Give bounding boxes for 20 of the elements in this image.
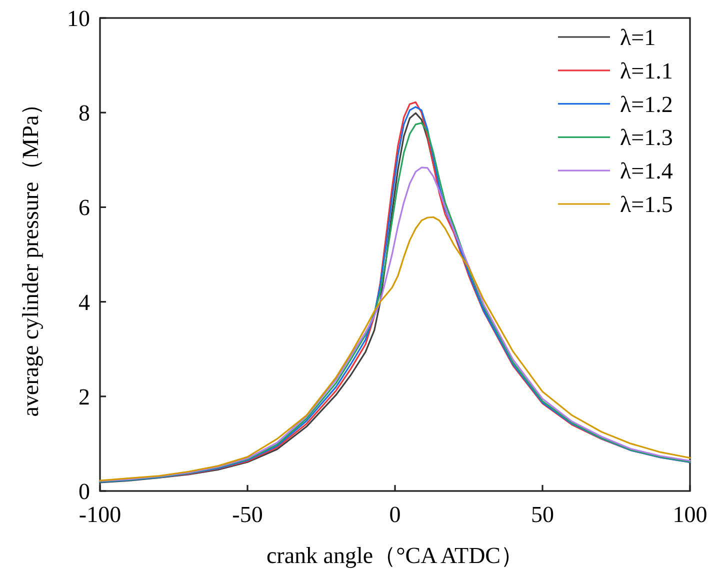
line-series — [99, 216, 691, 482]
y-tick-label: 4 — [78, 290, 90, 315]
y-tick-label: 2 — [78, 384, 90, 410]
y-axis-title: average cylinder pressure（MPa） — [18, 92, 43, 417]
legend-label: λ=1.1 — [620, 58, 673, 84]
x-tick-label: 100 — [672, 502, 708, 527]
x-axis-title: crank angle（°CA ATDC） — [266, 543, 524, 568]
x-tick-label: 50 — [531, 502, 554, 527]
y-tick-label: 10 — [67, 6, 90, 31]
x-tick-label: 0 — [389, 502, 401, 527]
y-tick-label: 8 — [78, 100, 90, 126]
legend-label: λ=1.2 — [620, 92, 673, 117]
y-tick-label: 6 — [78, 195, 90, 220]
legend-label: λ=1.5 — [620, 192, 673, 217]
y-tick-label: 0 — [78, 479, 90, 504]
legend-label: λ=1 — [620, 25, 656, 50]
x-tick-label: -100 — [78, 502, 122, 527]
legend-label: λ=1.4 — [620, 158, 674, 184]
legend-label: λ=1.3 — [620, 125, 673, 150]
x-tick-label: -50 — [232, 502, 263, 527]
